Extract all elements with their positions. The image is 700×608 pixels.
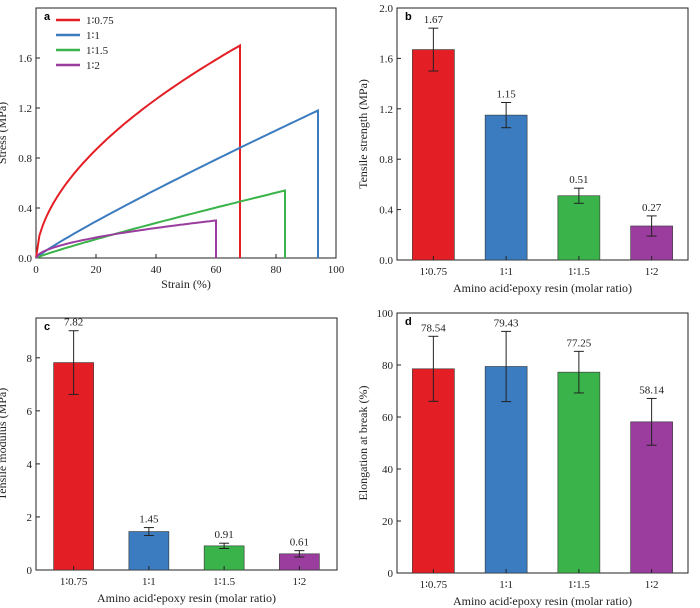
x-tick-label: 1∶1 — [142, 576, 156, 588]
x-tick-label: 1∶2 — [645, 266, 659, 278]
x-tick-label: 1∶1 — [499, 266, 513, 278]
legend-label: 1∶2 — [86, 60, 100, 72]
plot-frame — [396, 312, 689, 574]
bar — [484, 114, 528, 261]
y-tick-label: 0.0 — [18, 253, 32, 265]
plot-frame — [396, 7, 689, 261]
x-tick-label: 20 — [91, 264, 103, 276]
y-tick-label: 80 — [382, 360, 394, 372]
data-label: 79.43 — [494, 317, 519, 329]
series-line-4 — [35, 219, 217, 259]
x-tick-label: 40 — [151, 264, 163, 276]
plot-frame — [35, 7, 337, 259]
bar — [128, 531, 170, 571]
x-tick-label: 1∶1.5 — [213, 576, 236, 588]
x-tick-label: 1∶2 — [292, 576, 306, 588]
x-axis-title: Amino acid∶epoxy resin (molar ratio) — [453, 281, 632, 295]
x-tick-label: 1∶2 — [645, 579, 659, 591]
bar-chart-d: 0 20 40 60 80 100 Elongation at break (%) 78.54… — [356, 308, 689, 608]
legend-label: 1∶1.5 — [86, 45, 109, 57]
x-tick-label: 1∶0.75 — [60, 576, 88, 588]
data-label: 58.14 — [639, 384, 664, 396]
data-label: 1.15 — [497, 89, 517, 101]
y-tick-label: 8 — [27, 353, 33, 365]
panel-letter: b — [405, 11, 412, 23]
series-line-2 — [35, 108, 319, 259]
x-tick-label: 1∶1.5 — [568, 579, 591, 591]
x-tick-label: 100 — [328, 264, 345, 276]
data-label: 78.54 — [421, 322, 446, 334]
legend-label: 1∶0.75 — [86, 15, 114, 27]
y-tick-label: 1.2 — [18, 103, 32, 115]
data-label: 0.51 — [569, 174, 588, 186]
data-label: 7.82 — [64, 317, 83, 329]
x-tick-label: 60 — [211, 264, 223, 276]
x-tick-label: 0 — [33, 264, 39, 276]
bar — [412, 368, 455, 574]
x-tick-label: 80 — [271, 264, 283, 276]
data-label: 1.45 — [139, 514, 159, 526]
x-tick-label: 1∶0.75 — [420, 579, 448, 591]
y-axis-title: Tensile strength (MPa) — [356, 79, 370, 189]
bar-chart-b: 0.0 0.4 0.8 1.2 1.6 2.0 Tensile strength (MPa)… — [356, 3, 689, 295]
y-tick-label: 0 — [388, 568, 394, 580]
y-tick-label: 6 — [27, 406, 33, 418]
legend: 1∶0.75 1∶1 1∶1.5 1∶2 — [56, 15, 114, 72]
y-tick-label: 2 — [27, 512, 33, 524]
y-tick-label: 0.4 — [379, 205, 393, 217]
y-tick-label: 0.4 — [18, 203, 32, 215]
x-axis-title: Amino acid∶epoxy resin (molar ratio) — [97, 591, 276, 605]
legend-label: 1∶1 — [86, 30, 100, 42]
x-tick-label: 1∶1 — [499, 579, 513, 591]
bar — [412, 49, 455, 261]
y-tick-label: 1.2 — [379, 104, 393, 116]
x-tick-label: 1∶1.5 — [568, 266, 591, 278]
y-tick-label: 1.6 — [18, 53, 32, 65]
bar — [557, 195, 601, 261]
series-line-3 — [35, 189, 286, 259]
panel-letter: d — [405, 316, 412, 328]
data-label: 0.91 — [215, 529, 234, 541]
y-tick-label: 4 — [27, 459, 33, 471]
bar — [203, 545, 245, 571]
y-tick-label: 0 — [27, 565, 33, 577]
y-axis-title: Stress (MPa) — [0, 102, 9, 164]
x-axis-title: Strain (%) — [161, 277, 211, 291]
plot-frame — [35, 317, 338, 571]
data-label: 1.67 — [424, 14, 444, 26]
y-tick-label: 0.8 — [379, 154, 393, 166]
y-axis-title: Elongation at break (%) — [356, 386, 370, 501]
stress-strain-chart: 0.0 0.4 0.8 1.2 1.6 Stress (MPa) 0 20 40 60 80 100 S… — [0, 7, 345, 291]
data-label: 0.27 — [642, 202, 662, 214]
x-tick-label: 1∶0.75 — [420, 266, 448, 278]
bar-chart-c: 0 2 4 6 8 Tensile modulus (MPa) 7.82 1∶0.75 1.45… — [0, 317, 338, 605]
panel-letter: a — [44, 11, 51, 23]
data-label: 77.25 — [567, 337, 592, 349]
y-tick-label: 60 — [382, 412, 394, 424]
data-label: 0.61 — [290, 537, 309, 549]
series-line-1 — [35, 43, 241, 259]
y-tick-label: 20 — [382, 516, 394, 528]
bar — [53, 362, 94, 571]
y-axis-title: Tensile modulus (MPa) — [0, 388, 9, 500]
y-tick-label: 0.0 — [379, 255, 393, 267]
y-tick-label: 1.6 — [379, 53, 393, 65]
y-tick-label: 40 — [382, 464, 394, 476]
y-tick-label: 2.0 — [379, 3, 393, 15]
x-axis-title: Amino acid∶epoxy resin (molar ratio) — [453, 594, 632, 608]
y-tick-label: 0.8 — [18, 153, 32, 165]
bar — [557, 371, 601, 574]
y-tick-label: 100 — [377, 308, 394, 320]
panel-letter: c — [44, 321, 50, 333]
